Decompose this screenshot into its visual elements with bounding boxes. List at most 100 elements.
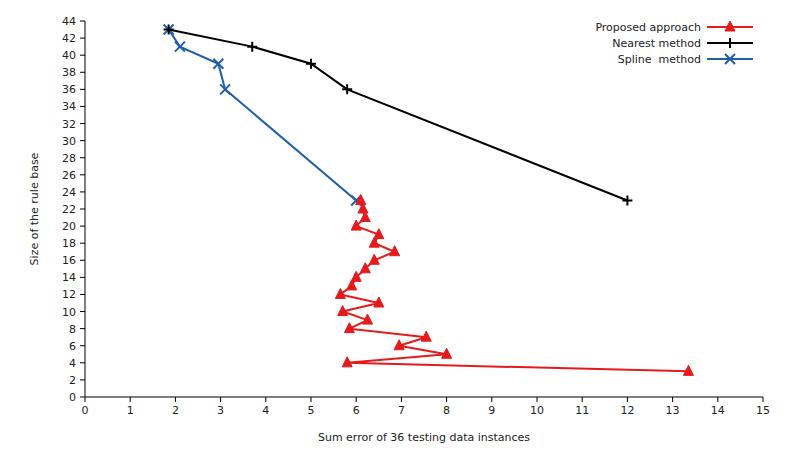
data-point: [164, 25, 174, 35]
x-tick: [627, 397, 628, 402]
y-tick-label: 44: [62, 15, 76, 28]
x-tick-label: 6: [353, 404, 360, 417]
data-point: [683, 365, 693, 375]
data-point: [363, 314, 373, 324]
series-line: [169, 30, 357, 201]
x-tick: [220, 397, 221, 402]
y-tick-label: 42: [62, 32, 76, 45]
x-tick-label: 4: [262, 404, 269, 417]
y-tick: [80, 174, 85, 175]
y-tick: [80, 328, 85, 329]
legend-label: Spline method: [618, 53, 701, 66]
data-point: [351, 271, 361, 281]
series: [335, 194, 693, 375]
data-point: [338, 306, 348, 316]
x-tick: [356, 397, 357, 402]
y-tick: [80, 226, 85, 227]
y-tick: [80, 55, 85, 56]
y-tick: [80, 311, 85, 312]
series: [164, 25, 362, 206]
y-tick: [80, 209, 85, 210]
data-point: [164, 25, 174, 35]
data-point: [247, 42, 257, 52]
data-point: [358, 203, 368, 213]
y-tick: [80, 38, 85, 39]
data-point: [342, 84, 352, 94]
y-tick-label: 18: [62, 237, 76, 250]
x-tick-label: 13: [666, 404, 680, 417]
data-point: [421, 331, 431, 341]
y-tick-label: 26: [62, 169, 76, 182]
data-point: [360, 263, 370, 273]
y-tick-label: 4: [69, 357, 76, 370]
y-tick: [80, 123, 85, 124]
y-tick: [80, 140, 85, 141]
series-line: [169, 30, 628, 201]
y-tick-label: 22: [62, 203, 76, 216]
data-point: [175, 42, 185, 52]
y-tick-label: 36: [62, 83, 76, 96]
x-tick-label: 1: [127, 404, 134, 417]
x-tick-label: 5: [308, 404, 315, 417]
y-tick-label: 30: [62, 135, 76, 148]
y-tick-label: 40: [62, 49, 76, 62]
y-tick: [80, 294, 85, 295]
x-tick-label: 2: [172, 404, 179, 417]
y-tick-label: 16: [62, 254, 76, 267]
legend-marker: [725, 54, 735, 64]
y-tick-label: 32: [62, 118, 76, 131]
data-point: [369, 237, 379, 247]
x-tick: [311, 397, 312, 402]
x-tick-label: 7: [398, 404, 405, 417]
y-tick-label: 14: [62, 271, 76, 284]
x-tick-label: 12: [620, 404, 634, 417]
legend-marker: [725, 38, 735, 48]
x-tick-label: 15: [756, 404, 770, 417]
y-tick: [80, 379, 85, 380]
data-point: [344, 323, 354, 333]
x-tick-label: 9: [488, 404, 495, 417]
series: [164, 25, 633, 206]
y-tick-label: 38: [62, 66, 76, 79]
y-tick-label: 0: [69, 391, 76, 404]
x-tick: [175, 397, 176, 402]
data-point: [390, 246, 400, 256]
data-point: [394, 340, 404, 350]
y-tick: [80, 362, 85, 363]
x-tick: [85, 397, 86, 402]
y-tick: [80, 89, 85, 90]
y-tick: [80, 260, 85, 261]
data-point: [351, 220, 361, 230]
x-tick-label: 3: [217, 404, 224, 417]
x-tick: [401, 397, 402, 402]
y-tick: [80, 106, 85, 107]
y-tick: [80, 277, 85, 278]
legend-label: Proposed approach: [595, 21, 701, 34]
y-tick-label: 20: [62, 220, 76, 233]
data-point: [369, 254, 379, 264]
y-tick: [80, 243, 85, 244]
legend: Proposed approach Nearest method Spline me…: [595, 21, 753, 66]
data-point: [347, 280, 357, 290]
y-tick-label: 34: [62, 100, 76, 113]
x-axis-label: Sum error of 36 testing data instances: [318, 431, 530, 444]
legend-label: Nearest method: [612, 37, 701, 50]
y-tick: [80, 345, 85, 346]
y-tick-label: 8: [69, 323, 76, 336]
y-tick: [80, 21, 85, 22]
y-tick: [80, 157, 85, 158]
data-point: [306, 59, 316, 69]
x-tick: [537, 397, 538, 402]
x-tick: [446, 397, 447, 402]
y-tick-label: 28: [62, 152, 76, 165]
plot-area: [164, 25, 694, 376]
x-tick: [717, 397, 718, 402]
data-point: [374, 297, 384, 307]
data-point: [374, 229, 384, 239]
x-tick: [763, 397, 764, 402]
data-point: [213, 59, 223, 69]
series-line: [340, 200, 688, 371]
x-tick-label: 11: [575, 404, 589, 417]
data-point: [442, 348, 452, 358]
x-tick: [491, 397, 492, 402]
